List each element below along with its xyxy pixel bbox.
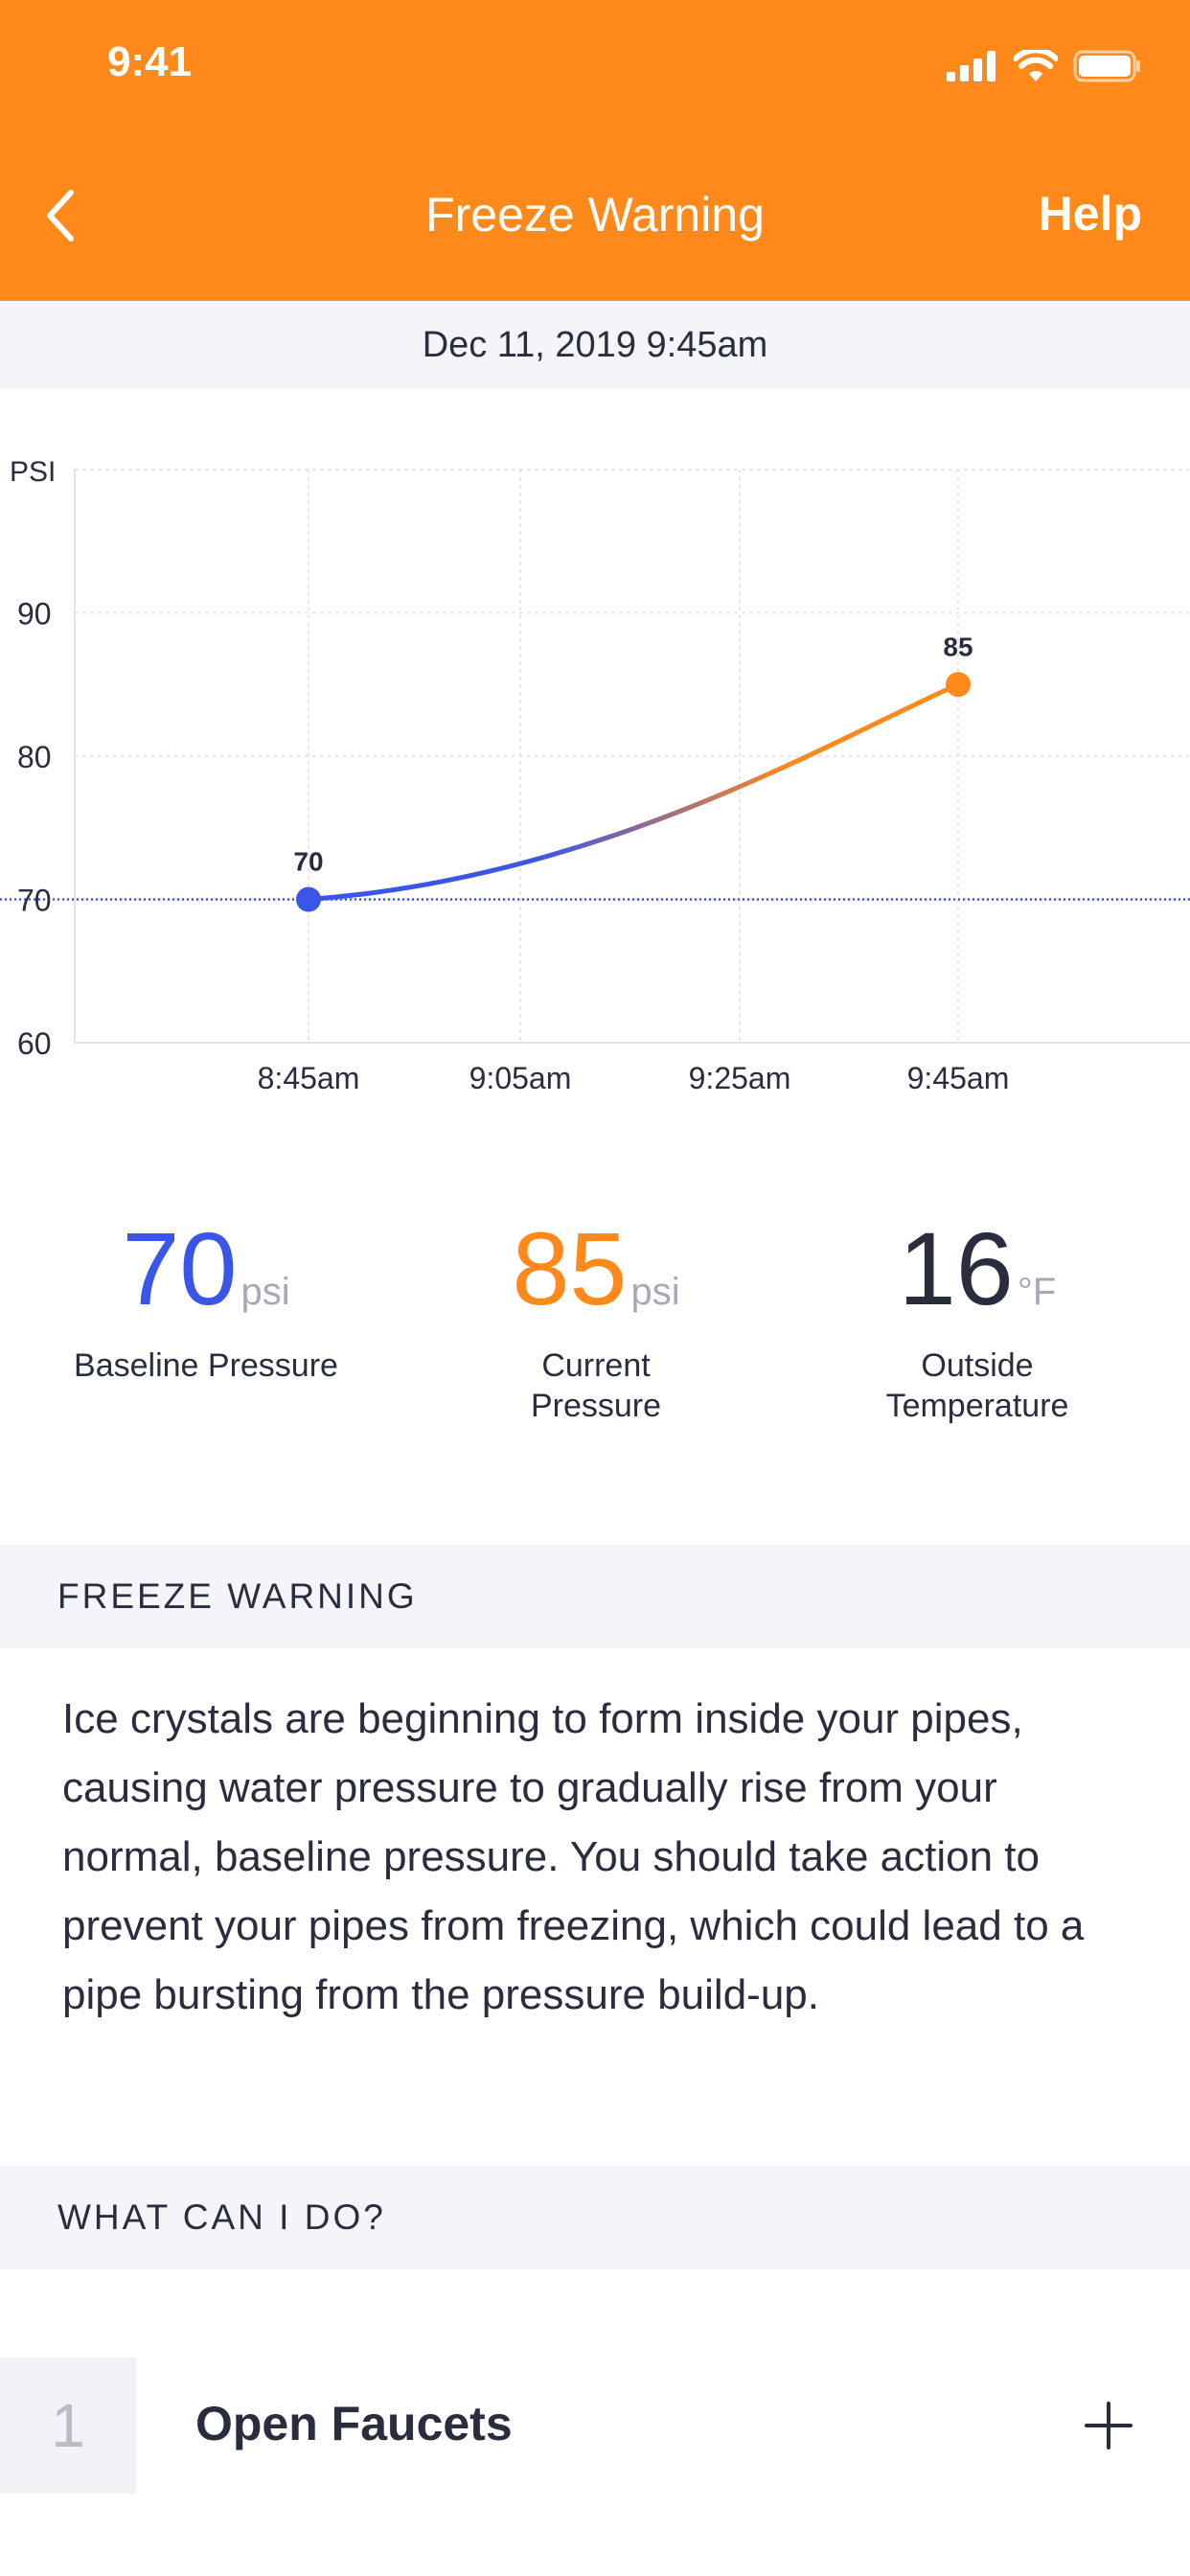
- outside-label-line1: Outside: [921, 1347, 1034, 1384]
- data-label: 70: [293, 847, 323, 877]
- stat-current: 85 psi Current Pressure: [414, 1217, 778, 1426]
- stat-outside: 16 °F Outside Temperature: [795, 1217, 1159, 1426]
- current-label-line2: Pressure: [530, 1388, 662, 1424]
- baseline-value: 70: [122, 1210, 238, 1326]
- data-point: [946, 672, 971, 698]
- outside-value: 16: [898, 1210, 1014, 1326]
- freeze-warning-body: Ice crystals are beginning to form insid…: [62, 1695, 1085, 2018]
- current-value: 85: [512, 1210, 628, 1326]
- data-label: 85: [943, 632, 973, 661]
- header-bar: [0, 0, 1190, 301]
- chevron-left-icon: [47, 190, 74, 242]
- current-label-line1: Current: [541, 1347, 651, 1384]
- x-tick-label: 9:25am: [689, 1061, 791, 1095]
- y-tick-label: 60: [17, 1026, 52, 1061]
- outside-label-line2: Temperature: [885, 1388, 1069, 1424]
- status-icons: [947, 50, 1142, 82]
- x-tick-label: 9:05am: [469, 1061, 572, 1095]
- freeze-warning-heading: FREEZE WARNING: [0, 1545, 1190, 1648]
- data-point: [296, 886, 321, 912]
- y-tick-label: 90: [17, 597, 52, 632]
- baseline-unit: psi: [240, 1271, 290, 1313]
- series-line: [306, 681, 961, 902]
- wifi-icon: [1014, 50, 1058, 81]
- y-tick-label: 80: [17, 740, 52, 774]
- baseline-label: Baseline Pressure: [74, 1347, 338, 1384]
- current-unit: psi: [630, 1271, 680, 1313]
- help-button[interactable]: Help: [1038, 187, 1142, 241]
- plus-icon[interactable]: [1075, 2392, 1142, 2459]
- stat-baseline: 70 psi Baseline Pressure: [24, 1217, 388, 1386]
- battery-icon: [1073, 50, 1140, 82]
- chart-svg: PSI 60 70 80 90 8:45am 9:05am 9:25am 9:45am 70 85: [0, 456, 1190, 1095]
- x-tick-label: 8:45am: [258, 1061, 360, 1095]
- status-time: 9:41: [107, 38, 193, 85]
- what-can-i-do-heading: WHAT CAN I DO?: [0, 2166, 1190, 2269]
- date-text: Dec 11, 2019 9:45am: [422, 324, 768, 365]
- signal-icon: [947, 51, 995, 81]
- outside-unit: °F: [1017, 1271, 1057, 1313]
- pressure-chart: PSI 60 70 80 90 8:45am 9:05am 9:25am 9:45am 70 85: [0, 412, 1190, 1102]
- x-tick-label: 9:45am: [907, 1061, 1010, 1095]
- date-bar: Dec 11, 2019 9:45am: [0, 301, 1190, 389]
- page-title: Freeze Warning: [425, 188, 765, 242]
- step-number: 1: [0, 2358, 136, 2494]
- y-tick-label: 70: [17, 884, 52, 918]
- step-title: Open Faucets: [195, 2397, 513, 2450]
- y-axis-label: PSI: [10, 456, 56, 488]
- step-open-faucets[interactable]: 1 Open Faucets: [0, 2358, 1190, 2494]
- back-button[interactable]: [36, 182, 84, 249]
